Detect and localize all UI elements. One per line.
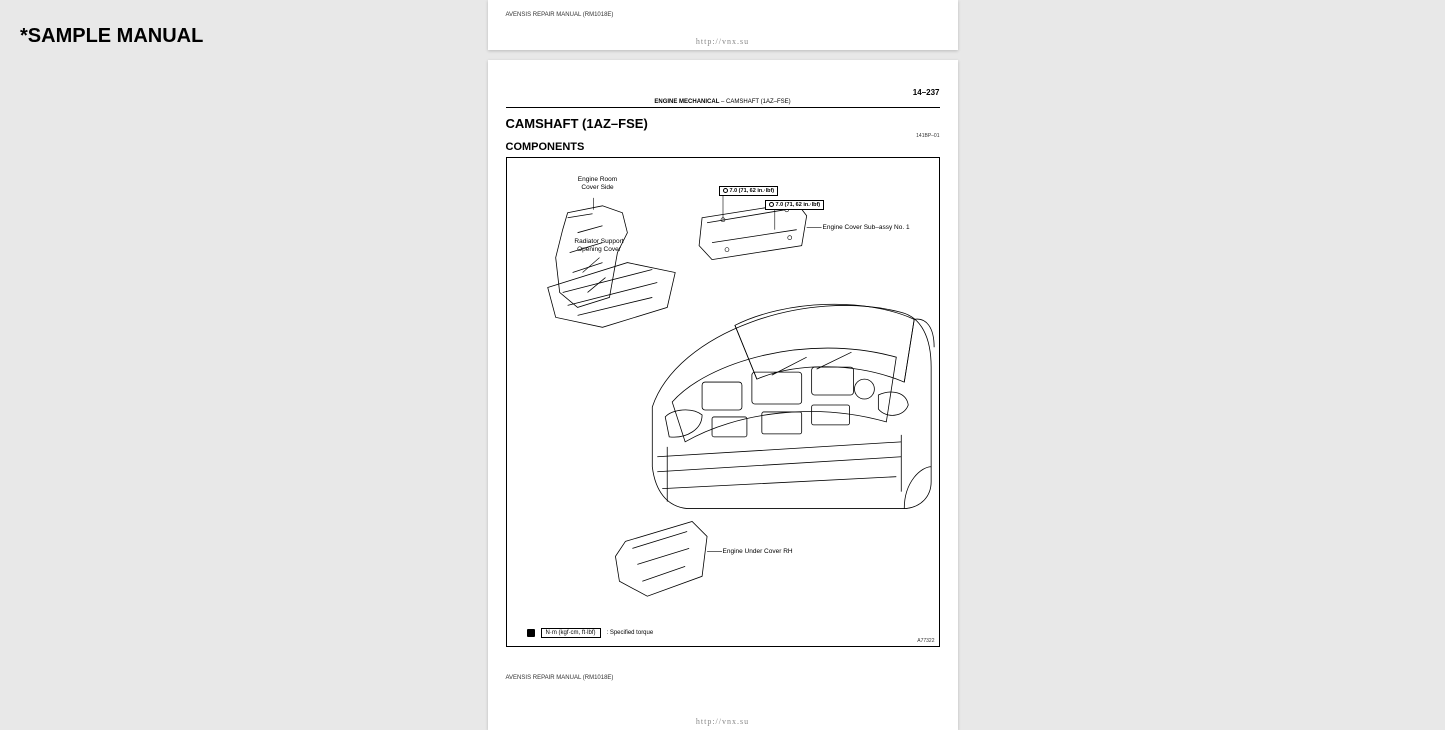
manual-page: 14–237 ENGINE MECHANICAL – CAMSHAFT (1AZ… bbox=[488, 60, 958, 730]
header-section: ENGINE MECHANICAL bbox=[654, 99, 719, 105]
footer-url: http://vnx.su bbox=[488, 37, 958, 46]
torque-legend: N·m (kgf·cm, ft·lbf) : Specified torque bbox=[527, 628, 654, 638]
main-title: CAMSHAFT (1AZ–FSE) bbox=[506, 116, 940, 131]
pages-container: AVENSIS REPAIR MANUAL (RM1018E) http://v… bbox=[488, 0, 958, 730]
components-diagram: Engine RoomCover Side Radiator SupportOp… bbox=[506, 157, 940, 647]
spec2-text: 7.0 (71, 62 in.·lbf) bbox=[776, 202, 821, 208]
torque-spec-1: 7.0 (71, 62 in.·lbf) bbox=[719, 186, 779, 196]
label-engine-cover-sub: Engine Cover Sub–assy No. 1 bbox=[823, 224, 910, 232]
header-sep: – bbox=[719, 99, 726, 105]
label-engine-room-cover: Engine RoomCover Side bbox=[563, 176, 633, 192]
bolt-icon bbox=[723, 188, 728, 193]
page-header: ENGINE MECHANICAL – CAMSHAFT (1AZ–FSE) bbox=[506, 99, 940, 108]
figure-code: A77322 bbox=[917, 638, 934, 644]
doc-code: 141BP–01 bbox=[506, 133, 940, 139]
label-radiator-support: Radiator SupportOpening Cover bbox=[562, 238, 637, 254]
sample-watermark: *SAMPLE MANUAL bbox=[20, 25, 203, 48]
prev-page-footer: AVENSIS REPAIR MANUAL (RM1018E) http://v… bbox=[488, 0, 958, 50]
label-engine-under-cover: Engine Under Cover RH bbox=[723, 548, 793, 556]
header-topic: CAMSHAFT (1AZ–FSE) bbox=[726, 99, 791, 105]
manual-footer-text-2: AVENSIS REPAIR MANUAL (RM1018E) bbox=[506, 675, 940, 681]
torque-legend-box: N·m (kgf·cm, ft·lbf) bbox=[541, 628, 601, 638]
subtitle: COMPONENTS bbox=[506, 141, 940, 153]
page-number: 14–237 bbox=[506, 88, 940, 97]
torque-spec-2: 7.0 (71, 62 in.·lbf) bbox=[765, 200, 825, 210]
spec1-text: 7.0 (71, 62 in.·lbf) bbox=[730, 188, 775, 194]
footer-url-2: http://vnx.su bbox=[488, 717, 958, 726]
torque-icon bbox=[527, 629, 535, 637]
torque-legend-text: : Specified torque bbox=[607, 630, 654, 636]
manual-footer-text: AVENSIS REPAIR MANUAL (RM1018E) bbox=[506, 12, 940, 18]
bolt-icon bbox=[769, 202, 774, 207]
